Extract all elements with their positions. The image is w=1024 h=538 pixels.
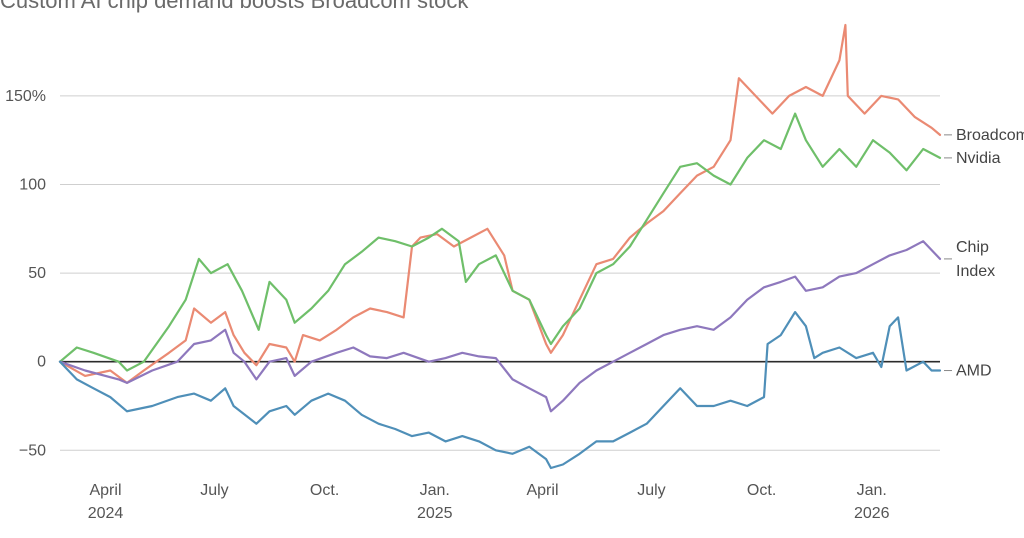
x-tick-year-label: 2024 bbox=[88, 505, 124, 522]
x-tick-label: July bbox=[637, 482, 665, 499]
series-label: AMD bbox=[956, 363, 992, 380]
y-tick-label: 50 bbox=[28, 265, 46, 282]
y-tick-label: 150% bbox=[5, 88, 46, 105]
x-tick-label: July bbox=[200, 482, 228, 499]
y-tick-label: −50 bbox=[19, 442, 46, 459]
series-label: Broadcom bbox=[956, 127, 1024, 144]
series-line-nvidia bbox=[58, 112, 942, 372]
gridlines bbox=[60, 95, 940, 451]
series-label: Chip bbox=[956, 239, 989, 256]
x-tick-label: April bbox=[526, 482, 558, 499]
series-line-amd bbox=[58, 311, 942, 470]
y-axis: 150% 100 50 0 −50 bbox=[5, 88, 46, 459]
series-lines bbox=[58, 23, 942, 470]
x-axis: April 2024 July Oct. Jan. 2025 April July Oct. Ja… bbox=[88, 482, 890, 522]
y-tick-label: 100 bbox=[19, 176, 46, 193]
series-label: Index bbox=[956, 263, 995, 280]
x-tick-label: Jan. bbox=[420, 482, 450, 499]
x-tick-label: Oct. bbox=[747, 482, 776, 499]
chart-title: Custom AI chip demand boosts Broadcom st… bbox=[0, 0, 469, 13]
x-tick-label: April bbox=[89, 482, 121, 499]
x-tick-year-label: 2026 bbox=[854, 505, 890, 522]
series-line-chip-index bbox=[58, 240, 942, 413]
x-tick-label: Oct. bbox=[310, 482, 339, 499]
x-tick-year-label: 2025 bbox=[417, 505, 453, 522]
x-tick-label: Jan. bbox=[857, 482, 887, 499]
series-label: Nvidia bbox=[956, 150, 1001, 167]
series-labels: Broadcom Nvidia Chip Index AMD bbox=[944, 127, 1024, 380]
series-line-broadcom bbox=[58, 23, 942, 384]
y-tick-label: 0 bbox=[37, 354, 46, 371]
